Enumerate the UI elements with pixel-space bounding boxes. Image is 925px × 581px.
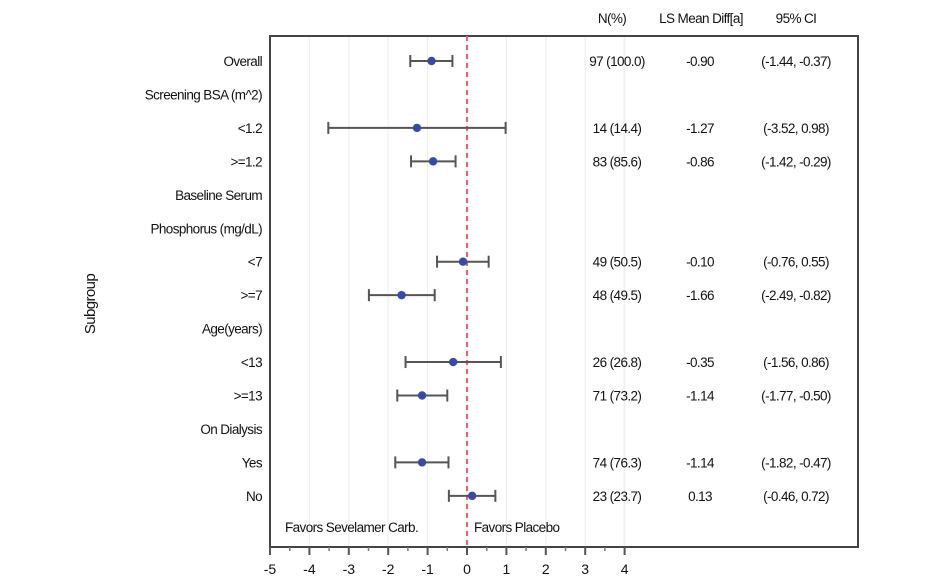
row-label: Screening BSA (m^2) xyxy=(145,87,262,102)
point-estimate xyxy=(467,491,477,501)
point-estimate xyxy=(428,157,438,166)
x-tick-label: 4 xyxy=(621,561,629,577)
subgroup-header-row: Baseline Serum xyxy=(175,188,263,203)
ls-mean-diff-value: -0.90 xyxy=(686,54,714,69)
subgroup-header-row: Age(years) xyxy=(202,322,263,337)
x-axis: -5 -4 -3 -2 -1 0 1 2 3 4 xyxy=(264,547,629,577)
ls-mean-diff-value: 0.13 xyxy=(688,489,712,504)
x-tick-label: -4 xyxy=(303,561,316,577)
x-tick-label: 2 xyxy=(542,561,550,577)
row-label: >=13 xyxy=(234,389,262,404)
x-tick-label: -1 xyxy=(421,561,434,577)
ci-value: (-1.56, 0.86) xyxy=(763,355,829,370)
ls-mean-diff-value: -0.10 xyxy=(686,255,714,270)
ls-mean-diff-value: -0.86 xyxy=(686,154,714,169)
n-percent-value: 14 (14.4) xyxy=(593,121,642,136)
row-label: Overall xyxy=(223,54,262,69)
ci-value: (-3.52, 0.98) xyxy=(763,121,829,136)
subgroup-row: >=7 48 (49.5) -1.66 (-2.49, -0.82) xyxy=(241,288,832,303)
subgroup-row: <13 26 (26.8) -0.35 (-1.56, 0.86) xyxy=(241,355,830,370)
row-label: >=1.2 xyxy=(230,154,262,169)
row-label: No xyxy=(246,489,262,504)
row-label: Yes xyxy=(242,455,263,470)
row-label: >=7 xyxy=(241,288,263,303)
subgroup-row: <7 49 (50.5) -0.10 (-0.76, 0.55) xyxy=(248,255,830,270)
n-percent-value: 26 (26.8) xyxy=(593,355,642,370)
subgroup-row: <1.2 14 (14.4) -1.27 (-3.52, 0.98) xyxy=(238,121,830,136)
ci-value: (-1.42, -0.29) xyxy=(761,154,831,169)
ci-value: (-1.77, -0.50) xyxy=(761,389,831,404)
row-label: Phosphorus (mg/dL) xyxy=(150,221,262,236)
ls-mean-diff-value: -1.14 xyxy=(686,389,715,404)
ci-value: (-2.49, -0.82) xyxy=(761,288,831,303)
point-estimate xyxy=(417,458,427,467)
point-estimate xyxy=(427,56,436,66)
point-estimate xyxy=(458,257,468,266)
n-percent-value: 71 (73.2) xyxy=(593,389,642,404)
column-header-95-ci: 95% CI xyxy=(776,11,817,26)
ls-mean-diff-value: -1.14 xyxy=(686,455,715,470)
ls-mean-diff-value: -1.27 xyxy=(686,121,714,136)
x-tick-label: 0 xyxy=(463,561,471,577)
subgroup-row: Yes 74 (76.3) -1.14 (-1.82, -0.47) xyxy=(242,455,832,470)
subgroup-row: >=13 71 (73.2) -1.14 (-1.77, -0.50) xyxy=(234,389,832,404)
n-percent-value: 49 (50.5) xyxy=(593,255,642,270)
subgroup-header-row: Phosphorus (mg/dL) xyxy=(150,221,262,236)
n-percent-value: 74 (76.3) xyxy=(593,455,642,470)
annotation-favors-right: Favors Placebo xyxy=(474,520,559,535)
n-percent-value: 83 (85.6) xyxy=(593,154,642,169)
plot-frame xyxy=(269,35,859,548)
row-label: <7 xyxy=(248,255,262,270)
ci-value: (-1.82, -0.47) xyxy=(761,455,831,470)
subgroup-row: No 23 (23.7) 0.13 (-0.46, 0.72) xyxy=(246,489,830,504)
n-percent-value: 48 (49.5) xyxy=(593,288,642,303)
row-label: Age(years) xyxy=(202,322,262,337)
point-estimate xyxy=(417,391,427,400)
column-header-n: N(%) xyxy=(598,11,626,26)
column-header-ls-mean-diff: LS Mean Diff[a] xyxy=(659,11,743,26)
rows: Overall 97 (100.0) -0.90 (-1.44, -0.37) Scre… xyxy=(145,54,832,504)
point-estimate xyxy=(412,123,422,133)
ls-mean-diff-value: -1.66 xyxy=(686,288,714,303)
x-tick-label: -5 xyxy=(264,561,277,577)
subgroup-header-row: Screening BSA (m^2) xyxy=(145,87,263,102)
point-estimate xyxy=(397,290,406,300)
x-tick-label: -2 xyxy=(382,561,395,577)
n-percent-value: 23 (23.7) xyxy=(593,489,642,504)
subgroup-row: Overall 97 (100.0) -0.90 (-1.44, -0.37) xyxy=(223,54,831,69)
row-label: <1.2 xyxy=(238,121,262,136)
ci-value: (-0.46, 0.72) xyxy=(763,489,829,504)
subgroup-row: >=1.2 83 (85.6) -0.86 (-1.42, -0.29) xyxy=(230,154,831,169)
x-tick-label: 3 xyxy=(581,561,589,577)
annotation-favors-left: Favors Sevelamer Carb. xyxy=(285,520,418,535)
y-axis-label: Subgroup xyxy=(82,274,99,335)
row-label: Baseline Serum xyxy=(175,188,262,203)
ls-mean-diff-value: -0.35 xyxy=(686,355,714,370)
row-label: <13 xyxy=(241,355,262,370)
x-tick-label: -3 xyxy=(343,561,356,577)
row-label: On Dialysis xyxy=(200,422,263,437)
ci-value: (-1.44, -0.37) xyxy=(761,54,831,69)
ci-value: (-0.76, 0.55) xyxy=(763,255,829,270)
x-tick-label: 1 xyxy=(503,561,511,577)
point-estimate xyxy=(449,357,458,367)
n-percent-value: 97 (100.0) xyxy=(589,54,645,69)
subgroup-header-row: On Dialysis xyxy=(200,422,263,437)
